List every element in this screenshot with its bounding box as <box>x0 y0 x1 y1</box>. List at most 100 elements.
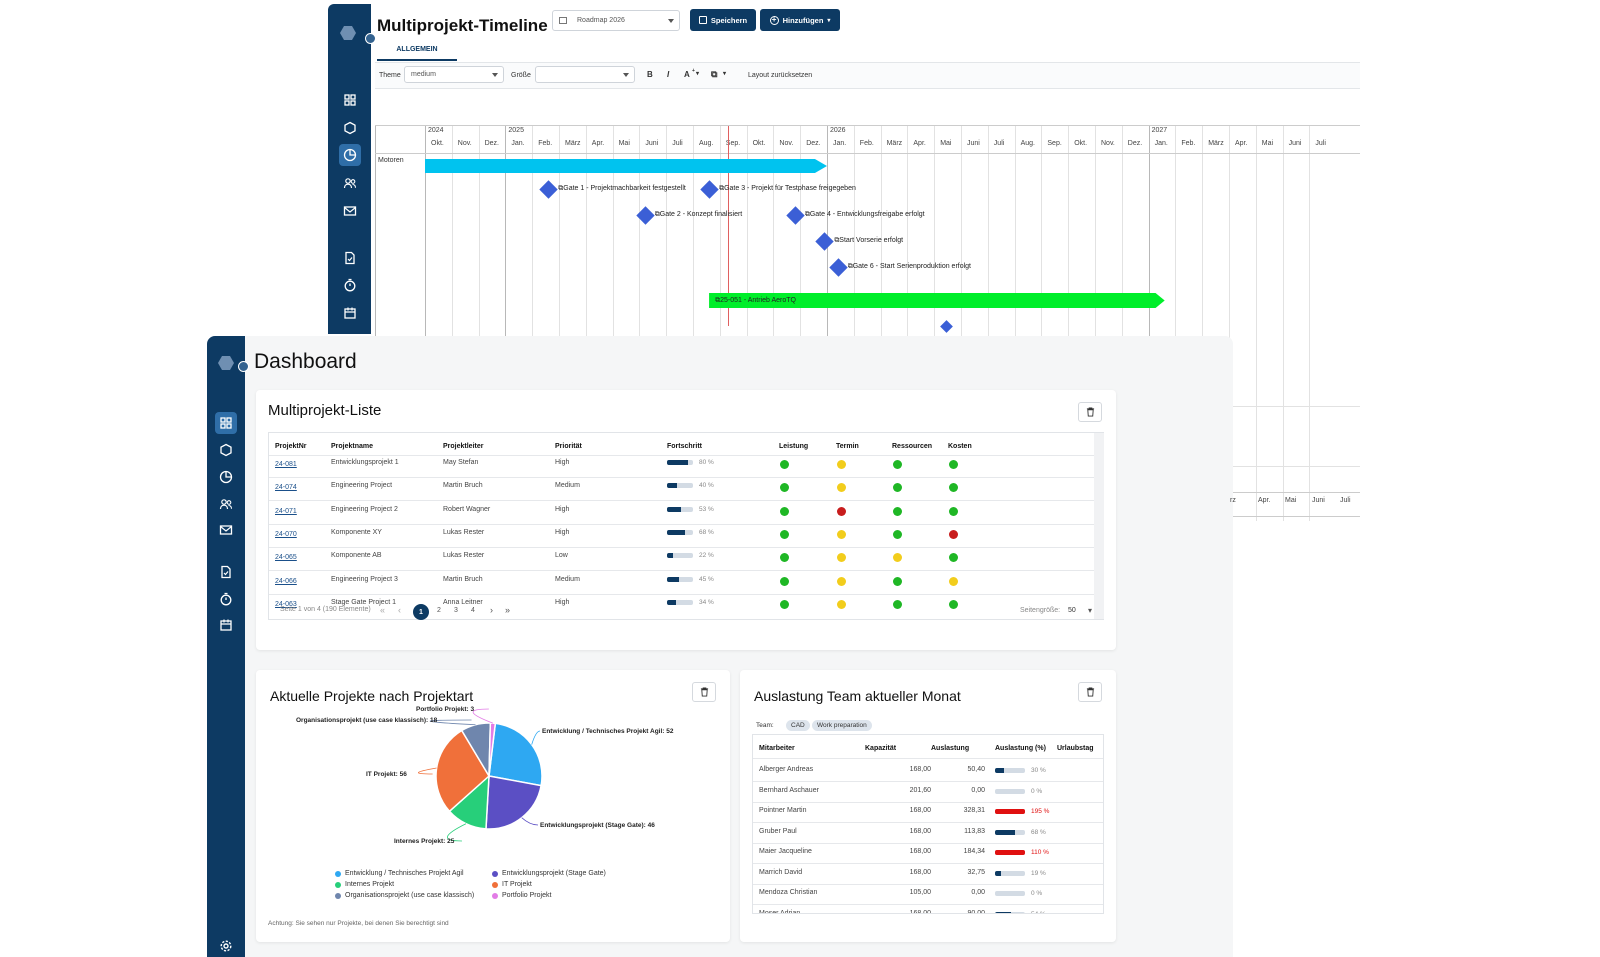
size-select[interactable] <box>535 66 635 83</box>
table-row[interactable]: 24-070 Komponente XY Lukas Rester High 68 % <box>269 527 1094 550</box>
delete-widget-button[interactable] <box>1078 682 1102 702</box>
pie-slice[interactable] <box>488 722 543 787</box>
first-page-icon[interactable]: « <box>380 605 386 615</box>
prev-page-icon[interactable]: ‹ <box>398 605 401 615</box>
pie-slice[interactable] <box>488 722 497 777</box>
sidebar-toggle-icon[interactable] <box>365 33 376 44</box>
stopwatch-icon[interactable] <box>215 588 237 610</box>
legend-item[interactable]: IT Projekt <box>492 881 532 888</box>
column-header[interactable]: Leistung <box>779 443 809 450</box>
table-row[interactable]: 24-066 Engineering Project 3 Martin Bruch M… <box>269 574 1094 597</box>
hexagon-icon[interactable] <box>215 439 237 461</box>
reset-layout-button[interactable]: Layout zurücksetzen <box>748 72 813 79</box>
milestone-diamond[interactable] <box>700 180 719 199</box>
team-chip[interactable]: CAD <box>786 720 810 731</box>
table-row[interactable]: Mendoza Christian 105,00 0,00 0 % <box>753 887 1103 907</box>
sidebar-toggle-icon[interactable] <box>238 361 249 372</box>
table-scrollbar[interactable] <box>1094 433 1104 619</box>
project-number-link[interactable]: 24-065 <box>275 554 297 562</box>
pie-slice[interactable] <box>435 729 490 813</box>
legend-item[interactable]: Internes Projekt <box>335 881 394 888</box>
project-number-link[interactable]: 24-070 <box>275 530 297 538</box>
table-row[interactable]: Marrich David 168,00 32,75 19 % <box>753 867 1103 887</box>
mail-icon[interactable] <box>215 519 237 541</box>
table-row[interactable]: 24-074 Engineering Project Martin Bruch Med… <box>269 480 1094 503</box>
milestone-diamond[interactable] <box>940 320 954 333</box>
dashboard-grid-icon[interactable] <box>339 89 361 111</box>
dashboard-grid-icon[interactable] <box>215 412 237 434</box>
project-number-link[interactable]: 24-081 <box>275 461 297 468</box>
table-row[interactable]: Maier Jacqueline 168,00 184,34 110 % <box>753 846 1103 866</box>
page-button[interactable]: 3 <box>454 607 458 614</box>
mail-icon[interactable] <box>339 200 361 222</box>
chevron-down-icon[interactable]: ▾ <box>1088 606 1093 615</box>
project-number-link[interactable]: 24-071 <box>275 507 297 515</box>
milestone-diamond[interactable] <box>786 206 805 225</box>
column-header[interactable]: Kosten <box>948 443 972 450</box>
theme-select[interactable]: medium <box>404 66 504 83</box>
table-row[interactable]: Pointner Martin 168,00 328,31 195 % <box>753 805 1103 825</box>
team-chip[interactable]: Work preparation <box>812 720 872 731</box>
settings-gear-icon[interactable] <box>215 935 237 957</box>
roadmap-select[interactable]: Roadmap 2026 <box>552 10 680 31</box>
chart-pie-icon[interactable] <box>339 144 361 166</box>
column-header[interactable]: ProjektNr <box>275 443 307 450</box>
bold-button[interactable]: B <box>647 70 653 79</box>
users-icon[interactable] <box>339 172 361 194</box>
table-row[interactable]: 24-071 Engineering Project 2 Robert Wagner… <box>269 504 1094 527</box>
milestone-diamond[interactable] <box>829 258 848 277</box>
legend-item[interactable]: Entwicklungsprojekt (Stage Gate) <box>492 870 606 877</box>
next-page-icon[interactable]: › <box>490 605 493 615</box>
image-icon[interactable]: ⧉ <box>711 69 718 79</box>
tab-allgemein[interactable]: ALLGEMEIN <box>377 43 457 61</box>
column-header[interactable]: Kapazität <box>865 745 897 752</box>
table-row[interactable]: 24-065 Komponente AB Lukas Rester Low 22 % <box>269 550 1094 573</box>
table-row[interactable]: 24-063 Stage Gate Project 1 Anna Leitner Hi… <box>269 597 1094 620</box>
hexagon-icon[interactable] <box>339 117 361 139</box>
page-size-value[interactable]: 50 <box>1068 607 1076 614</box>
save-button[interactable]: Speichern <box>690 9 756 31</box>
table-row[interactable]: 24-081 Entwicklungsprojekt 1 May Stefan Hig… <box>269 457 1094 480</box>
add-button[interactable]: + Hinzufügen ▾ <box>760 9 840 31</box>
legend-item[interactable]: Organisationsprojekt (use case klassisch… <box>335 892 474 899</box>
pie-slice[interactable] <box>485 775 542 830</box>
legend-item[interactable]: Portfolio Projekt <box>492 892 551 899</box>
column-header[interactable]: Mitarbeiter <box>759 745 795 752</box>
users-icon[interactable] <box>215 493 237 515</box>
delete-widget-button[interactable] <box>1078 402 1102 422</box>
column-header[interactable]: Auslastung (%) <box>995 745 1046 752</box>
column-header[interactable]: Projektleiter <box>443 443 484 450</box>
table-row[interactable]: Gruber Paul 168,00 113,83 68 % <box>753 826 1103 846</box>
milestone-diamond[interactable] <box>815 232 835 251</box>
column-header[interactable]: Termin <box>836 443 859 450</box>
font-size-button[interactable]: A <box>684 70 690 79</box>
table-row[interactable]: Bernhard Aschauer 201,60 0,00 0 % <box>753 785 1103 805</box>
column-header[interactable]: Auslastung <box>931 745 970 752</box>
page-button-active[interactable]: 1 <box>413 604 429 620</box>
milestone-diamond[interactable] <box>539 180 558 199</box>
column-header[interactable]: Projektname <box>331 443 374 450</box>
document-check-icon[interactable] <box>339 247 361 269</box>
italic-button[interactable]: I <box>667 70 670 79</box>
column-header[interactable]: Urlaubstag <box>1057 745 1094 752</box>
column-header[interactable]: Fortschritt <box>667 443 702 450</box>
delete-widget-button[interactable] <box>692 682 716 702</box>
last-page-icon[interactable]: » <box>505 605 511 615</box>
calendar-icon[interactable] <box>339 302 361 324</box>
page-button[interactable]: 4 <box>471 607 475 614</box>
calendar-icon[interactable] <box>215 614 237 636</box>
page-button[interactable]: 2 <box>437 607 441 614</box>
project-number-link[interactable]: 24-066 <box>275 577 297 585</box>
motoren-bar[interactable] <box>425 159 827 173</box>
table-row[interactable]: Alberger Andreas 168,00 50,40 30 % <box>753 764 1103 784</box>
column-header[interactable]: Ressourcen <box>892 443 933 450</box>
column-header[interactable]: Priorität <box>555 443 582 450</box>
document-check-icon[interactable] <box>215 561 237 583</box>
legend-item[interactable]: Entwicklung / Technisches Projekt Agil <box>335 870 464 877</box>
table-row[interactable]: Moser Adrian 168,00 90,00 54 % <box>753 908 1103 913</box>
project-bar-green[interactable] <box>709 293 1165 308</box>
chart-pie-icon[interactable] <box>215 466 237 488</box>
project-number-link[interactable]: 24-074 <box>275 484 297 492</box>
project-number-link[interactable]: 24-063 <box>275 600 297 608</box>
stopwatch-icon[interactable] <box>339 274 361 296</box>
